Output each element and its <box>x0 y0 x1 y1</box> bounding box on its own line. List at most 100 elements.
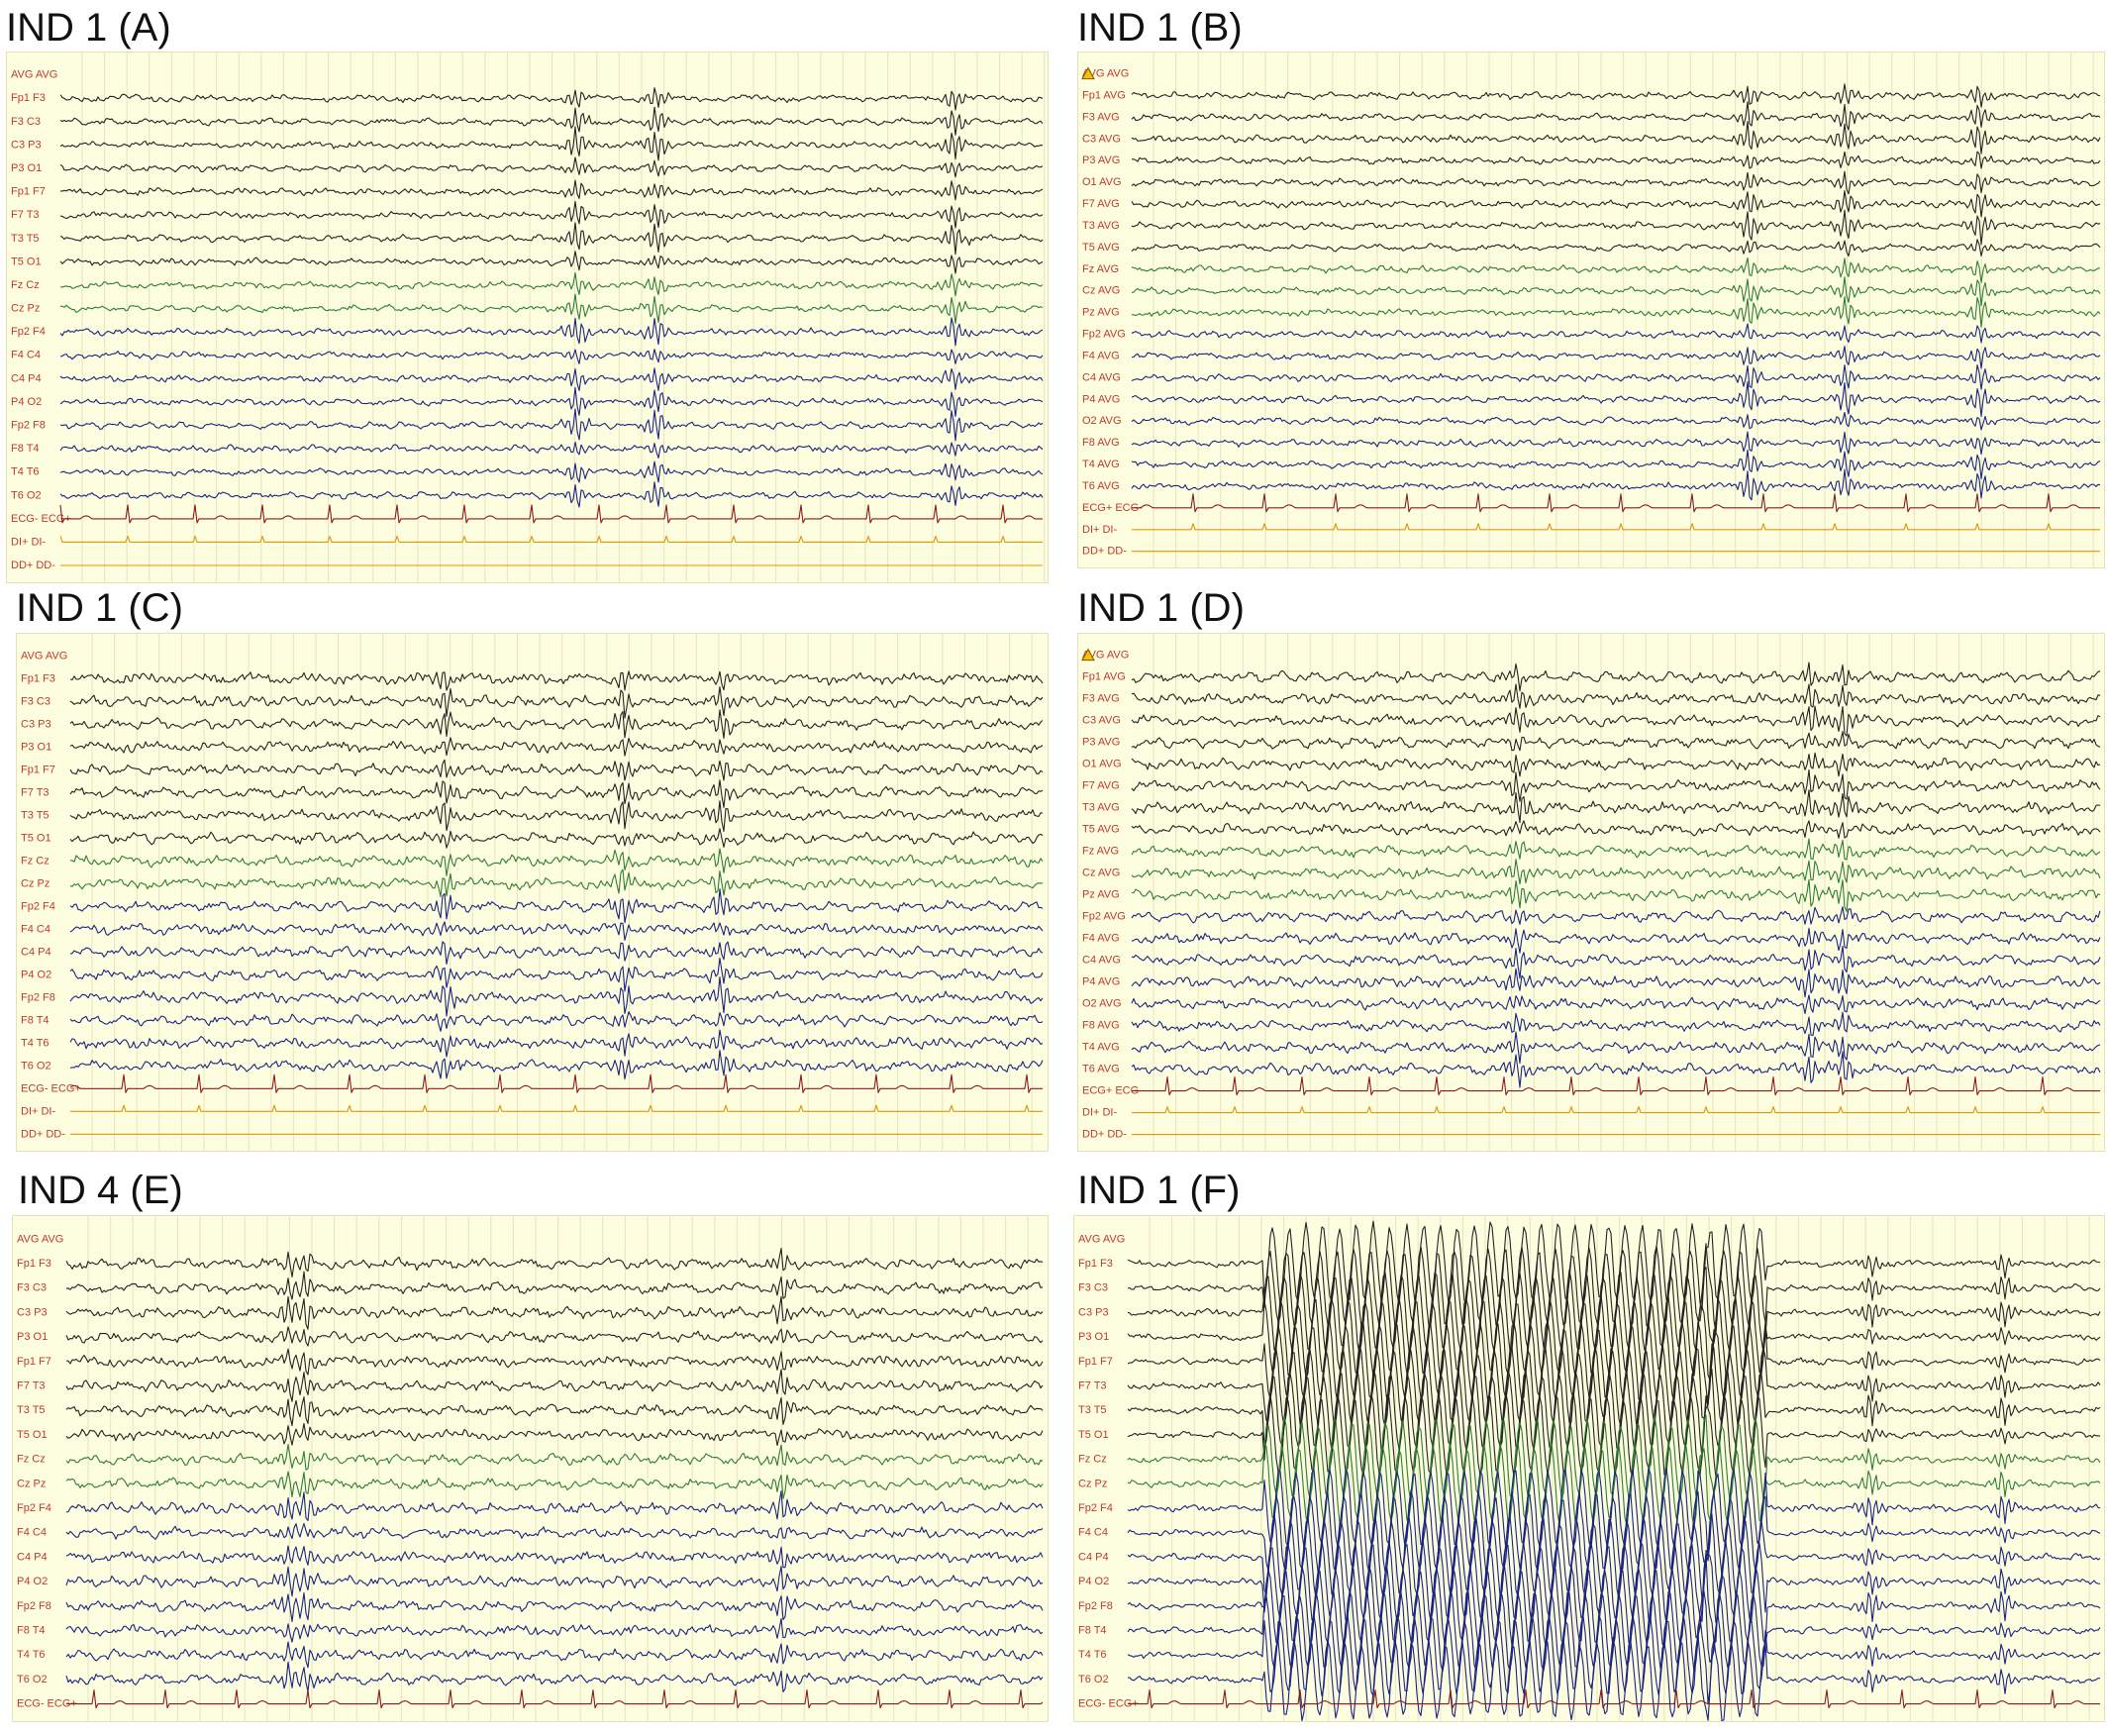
eeg-canvas: AVG AVG Fp1 AVG F3 AVG C3 AVG P3 AVG O1 AVG F7… <box>1081 52 2101 567</box>
channel-trace <box>1127 1391 2101 1480</box>
channel-trace <box>59 317 1044 347</box>
channel-trace <box>1131 239 2101 257</box>
channel-label: T4 AVG <box>1082 459 1120 470</box>
channel-label: C3 P3 <box>1078 1306 1109 1318</box>
channel-trace <box>59 293 1044 324</box>
channel-label: T4 T6 <box>21 1037 50 1049</box>
channel-label: T3 T5 <box>11 233 40 245</box>
channel-label: F7 AVG <box>1082 780 1120 792</box>
channel-label: AVG AVG <box>1082 68 1129 80</box>
channel-trace <box>1131 927 2101 954</box>
channel-trace <box>1127 1612 2101 1704</box>
channel-trace <box>1132 523 2100 531</box>
channel-trace <box>59 200 1044 229</box>
channel-label: T6 O2 <box>11 489 42 501</box>
channel-label: F8 AVG <box>1082 437 1120 449</box>
channel-label: DD+ DD- <box>1082 1129 1127 1141</box>
channel-label: T3 AVG <box>1082 802 1120 814</box>
channel-trace <box>1132 1076 2100 1096</box>
channel-label: DI+ DI- <box>11 536 46 548</box>
channel-trace <box>69 1050 1044 1080</box>
channel-label: F7 T3 <box>17 1380 46 1392</box>
channel-label: AVG AVG <box>17 1233 63 1245</box>
channel-trace <box>69 1029 1044 1058</box>
channel-label: DD+ DD- <box>11 560 55 571</box>
channel-trace <box>59 386 1044 417</box>
channel-label: ECG- ECG+ <box>21 1082 81 1094</box>
channel-label: AVG AVG <box>1078 1233 1125 1245</box>
channel-label: AVG AVG <box>21 650 67 662</box>
channel-label: F8 T4 <box>11 443 40 455</box>
channel-label: F4 C4 <box>17 1527 47 1539</box>
channel-label: F4 C4 <box>21 923 50 935</box>
channel-trace <box>1131 820 2101 839</box>
channel-trace <box>1131 945 2101 979</box>
channel-trace <box>59 222 1044 255</box>
channel-label: Fp1 F7 <box>11 186 46 198</box>
channel-trace <box>1127 1634 2101 1721</box>
channel-trace <box>1131 151 2101 169</box>
channel-label: T5 AVG <box>1082 242 1120 254</box>
channel-label: T5 AVG <box>1082 824 1120 836</box>
channel-trace <box>65 1422 1044 1447</box>
channel-trace <box>1131 906 2101 925</box>
channel-label: P4 AVG <box>1082 976 1120 988</box>
channel-trace <box>1131 859 2101 885</box>
channel-trace <box>65 1444 1044 1471</box>
eeg-trace-panel-f: AVG AVG Fp1 F3 F3 C3 C3 P3 P3 O1 Fp1 F7 F7 T3 T… <box>1073 1215 2105 1722</box>
channel-label: T4 T6 <box>1078 1649 1107 1661</box>
channel-trace <box>59 179 1044 201</box>
channel-trace <box>1127 1267 2101 1356</box>
eeg-canvas: AVG AVG Fp1 F3 F3 C3 C3 P3 P3 O1 Fp1 F7 F7 T3 T… <box>11 52 1046 582</box>
channel-label: AVG AVG <box>1082 650 1129 662</box>
channel-trace <box>1131 705 2101 737</box>
channel-label: F8 T4 <box>17 1625 46 1637</box>
channel-label: P4 O2 <box>11 396 42 408</box>
channel-label: Fp2 AVG <box>1082 911 1126 923</box>
channel-label: O2 AVG <box>1082 998 1122 1010</box>
channel-label: Fp2 F8 <box>21 991 55 1003</box>
channel-trace <box>69 737 1044 757</box>
eeg-trace-panel-b: AVG AVG Fp1 AVG F3 AVG C3 AVG P3 AVG O1 AVG F7… <box>1077 51 2105 568</box>
warning-icon <box>1081 648 1095 662</box>
channel-label: Fp2 F8 <box>1078 1600 1113 1612</box>
channel-label: C4 P4 <box>17 1551 48 1563</box>
channel-label: ECG- ECG+ <box>11 513 71 525</box>
eeg-trace-panel-d: AVG AVG Fp1 AVG F3 AVG C3 AVG P3 AVG O1 AVG F7… <box>1077 633 2105 1152</box>
channel-label: F7 T3 <box>11 209 40 221</box>
channel-label: Fp1 F3 <box>21 672 55 684</box>
channel-label: Pz AVG <box>1082 889 1120 901</box>
channel-label: F4 AVG <box>1082 933 1120 945</box>
channel-label: T4 T6 <box>11 466 40 478</box>
channel-trace <box>66 1689 1044 1709</box>
channel-trace <box>59 251 1044 274</box>
channel-trace <box>65 1490 1044 1521</box>
channel-label: Fz Cz <box>17 1454 46 1466</box>
channel-trace <box>1131 789 2101 824</box>
channel-trace <box>1131 346 2101 369</box>
channel-trace <box>1131 468 2101 501</box>
eeg-canvas: AVG AVG Fp1 F3 F3 C3 C3 P3 P3 O1 Fp1 F7 F7 T3 T… <box>17 1216 1044 1721</box>
channel-label: P4 AVG <box>1082 393 1120 405</box>
channel-label: DD+ DD- <box>1082 546 1127 558</box>
panel-title-b: IND 1 (B) <box>1077 6 1243 50</box>
channel-trace <box>69 779 1044 808</box>
panel-title-e: IND 4 (E) <box>18 1169 183 1212</box>
channel-trace <box>59 272 1044 297</box>
channel-label: F4 C4 <box>1078 1527 1108 1539</box>
channel-trace <box>65 1396 1044 1427</box>
channel-label: T6 O2 <box>1078 1674 1109 1685</box>
channel-label: C3 AVG <box>1082 133 1121 145</box>
channel-trace <box>65 1641 1044 1669</box>
channel-trace <box>65 1471 1044 1499</box>
eeg-canvas: AVG AVG Fp1 AVG F3 AVG C3 AVG P3 AVG O1 AVG F7… <box>1081 634 2101 1151</box>
channel-label: T4 AVG <box>1082 1042 1120 1054</box>
channel-label: Cz Pz <box>21 877 50 889</box>
channel-trace <box>59 481 1044 508</box>
channel-trace <box>69 1011 1044 1032</box>
panel-title-f: IND 1 (F) <box>1077 1169 1241 1212</box>
channel-label: Fp1 AVG <box>1082 90 1126 102</box>
eeg-trace-panel-c: AVG AVG Fp1 F3 F3 C3 C3 P3 P3 O1 Fp1 F7 F7 T3 T… <box>16 633 1049 1152</box>
channel-label: DI+ DI- <box>1082 524 1117 536</box>
channel-label: Fp2 F8 <box>17 1600 51 1612</box>
